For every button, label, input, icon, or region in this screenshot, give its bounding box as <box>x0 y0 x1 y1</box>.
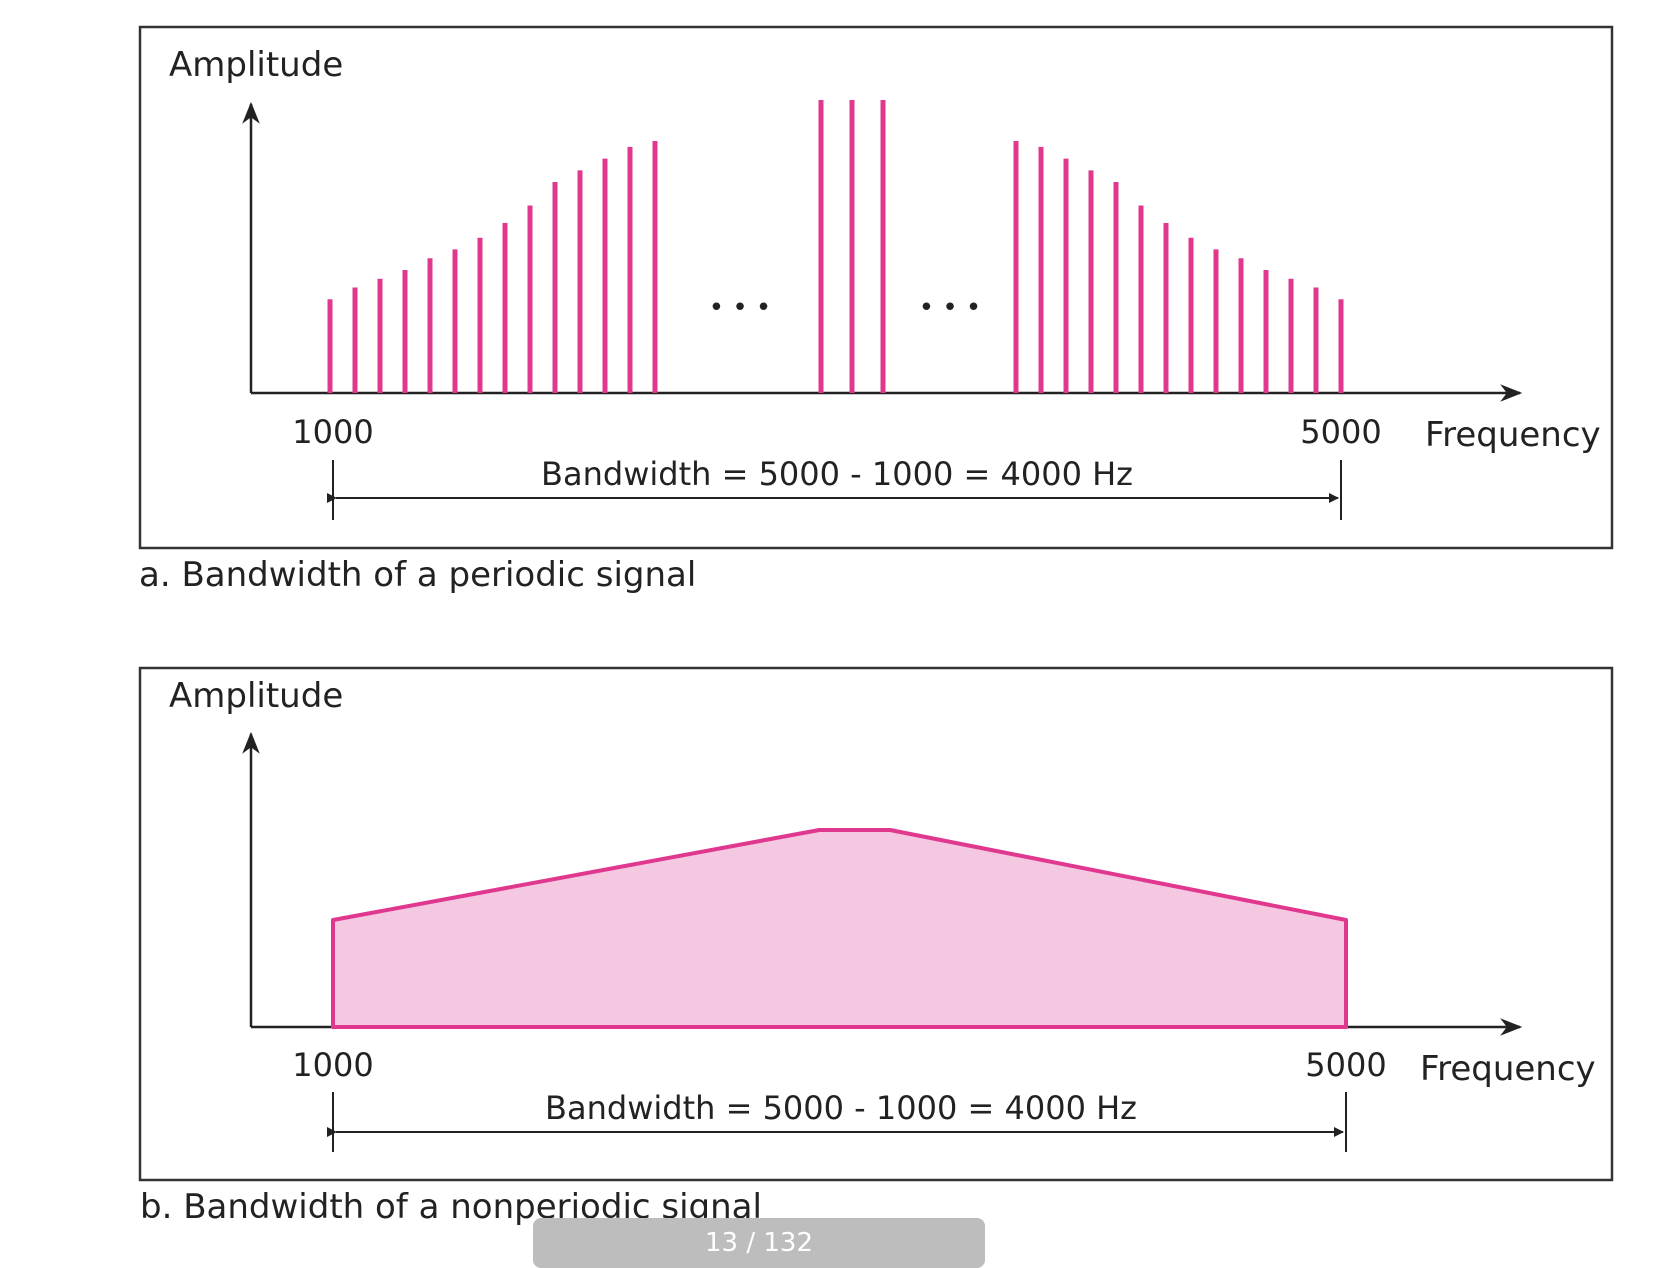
panel-a-bandwidth-label: Bandwidth = 5000 - 1000 = 4000 Hz <box>541 455 1133 493</box>
panel-b-tick-end: 5000 <box>1305 1046 1386 1084</box>
panel-a-caption: a. Bandwidth of a periodic signal <box>139 555 696 595</box>
panel-a: Amplitude • • • • • • Frequency 1000 500… <box>138 25 1614 550</box>
panel-b-frame <box>138 666 1614 1182</box>
panel-a-tick-end: 5000 <box>1300 413 1381 451</box>
panel-a-tick-start: 1000 <box>292 413 373 451</box>
panel-b-x-axis-label: Frequency <box>1420 1049 1596 1089</box>
panel-a-ellipsis-right: • • • <box>919 293 982 323</box>
panel-b-y-axis-label: Amplitude <box>169 676 343 716</box>
panel-b-bandwidth-label: Bandwidth = 5000 - 1000 = 4000 Hz <box>545 1089 1137 1127</box>
page-indicator: 13 / 132 <box>533 1218 985 1268</box>
panel-a-x-axis-label: Frequency <box>1425 415 1601 455</box>
panel-a-y-axis-label: Amplitude <box>169 45 343 85</box>
panel-a-ellipsis-left: • • • <box>709 293 772 323</box>
panel-b: Amplitude Frequency 1000 5000 Bandwidth … <box>138 666 1614 1182</box>
panel-a-frame <box>138 25 1614 550</box>
panel-a-spectrum-lines <box>327 100 1344 393</box>
panel-b-tick-start: 1000 <box>292 1046 373 1084</box>
panel-b-spectrum-area <box>331 828 1348 1029</box>
